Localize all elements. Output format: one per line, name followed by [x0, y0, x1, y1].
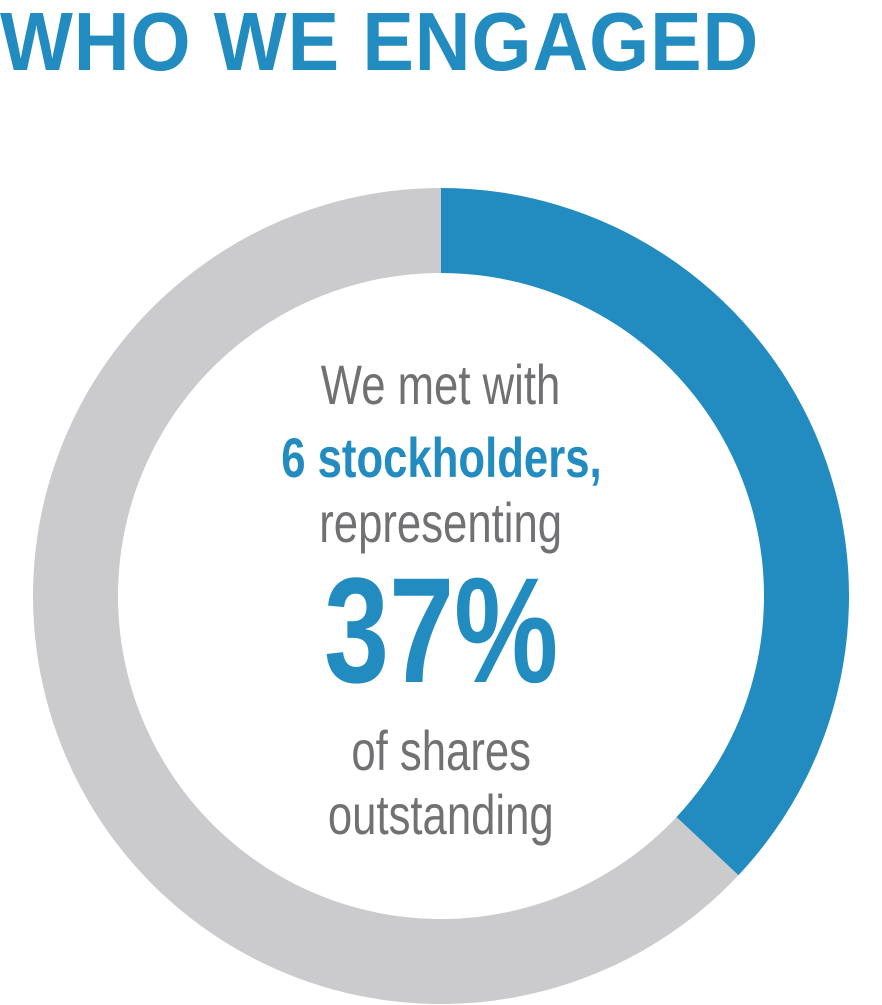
- donut-segment-other: [33, 188, 739, 1004]
- page-title: WHO WE ENGAGED: [0, 0, 760, 88]
- center-line-1: We met with: [321, 353, 561, 416]
- center-line-2: 6 stockholders,: [280, 426, 602, 489]
- donut-segment-engaged: [441, 188, 849, 876]
- center-line-3: representing: [319, 491, 563, 554]
- center-line-4: of shares: [351, 719, 531, 782]
- center-line-5: outstanding: [328, 783, 554, 846]
- big-percentage: 37%: [323, 546, 559, 714]
